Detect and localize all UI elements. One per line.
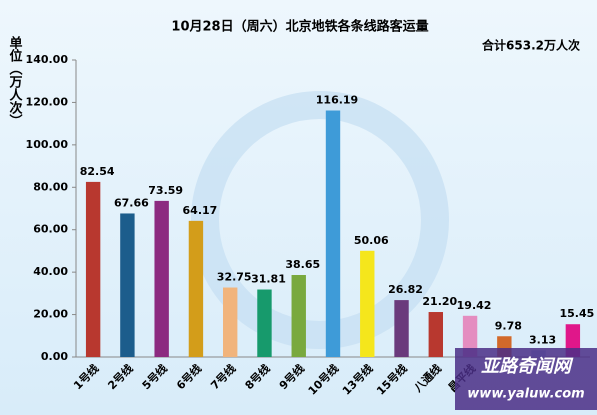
y-tick-label: 40.00 xyxy=(33,265,68,278)
bar xyxy=(428,312,443,357)
data-label: 82.54 xyxy=(80,165,115,178)
data-label: 3.13 xyxy=(529,333,556,346)
bar xyxy=(394,300,409,357)
bar xyxy=(257,289,272,357)
y-tick-label: 20.00 xyxy=(33,308,68,321)
y-tick-label: 120.00 xyxy=(26,95,69,108)
bar xyxy=(85,181,101,357)
y-tick-label: 100.00 xyxy=(26,138,69,151)
y-tick-label: 140.00 xyxy=(26,53,69,66)
annotation: 合计653.2万人次 xyxy=(482,38,580,53)
watermark-box xyxy=(455,348,597,410)
data-label: 21.20 xyxy=(422,295,457,308)
bar xyxy=(154,200,169,357)
data-label: 31.81 xyxy=(251,273,286,286)
chart-title: 10月28日（周六）北京地铁各条线路客运量 xyxy=(171,19,428,35)
watermark: www.yaluw.com xyxy=(467,387,584,402)
bar xyxy=(223,287,238,357)
data-label: 9.78 xyxy=(495,319,522,332)
data-label: 26.82 xyxy=(388,283,423,296)
y-tick-label: 60.00 xyxy=(33,223,68,236)
bar xyxy=(462,315,478,357)
y-axis-label: 单位（万人次） xyxy=(7,35,24,127)
data-label: 15.45 xyxy=(559,307,594,320)
bar xyxy=(325,110,341,357)
data-label: 38.65 xyxy=(285,258,320,271)
data-label: 19.42 xyxy=(457,299,492,312)
bar xyxy=(120,213,135,357)
bar xyxy=(360,250,375,357)
data-label: 73.59 xyxy=(148,184,183,197)
data-label: 116.19 xyxy=(316,94,358,107)
data-label: 32.75 xyxy=(217,271,252,284)
y-tick-label: 80.00 xyxy=(33,180,68,193)
watermark: 亚路奇闻网 xyxy=(481,356,574,377)
y-tick-label: 0.00 xyxy=(41,350,68,363)
bar xyxy=(291,275,306,357)
bar xyxy=(188,220,204,357)
data-label: 67.66 xyxy=(114,196,149,209)
logo-watermark xyxy=(191,91,449,349)
data-label: 50.06 xyxy=(354,234,389,247)
data-label: 64.17 xyxy=(183,204,218,217)
